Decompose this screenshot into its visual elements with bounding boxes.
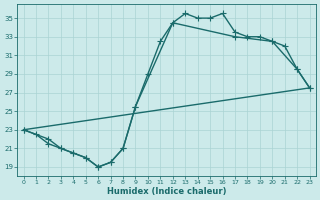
X-axis label: Humidex (Indice chaleur): Humidex (Indice chaleur) — [107, 187, 226, 196]
